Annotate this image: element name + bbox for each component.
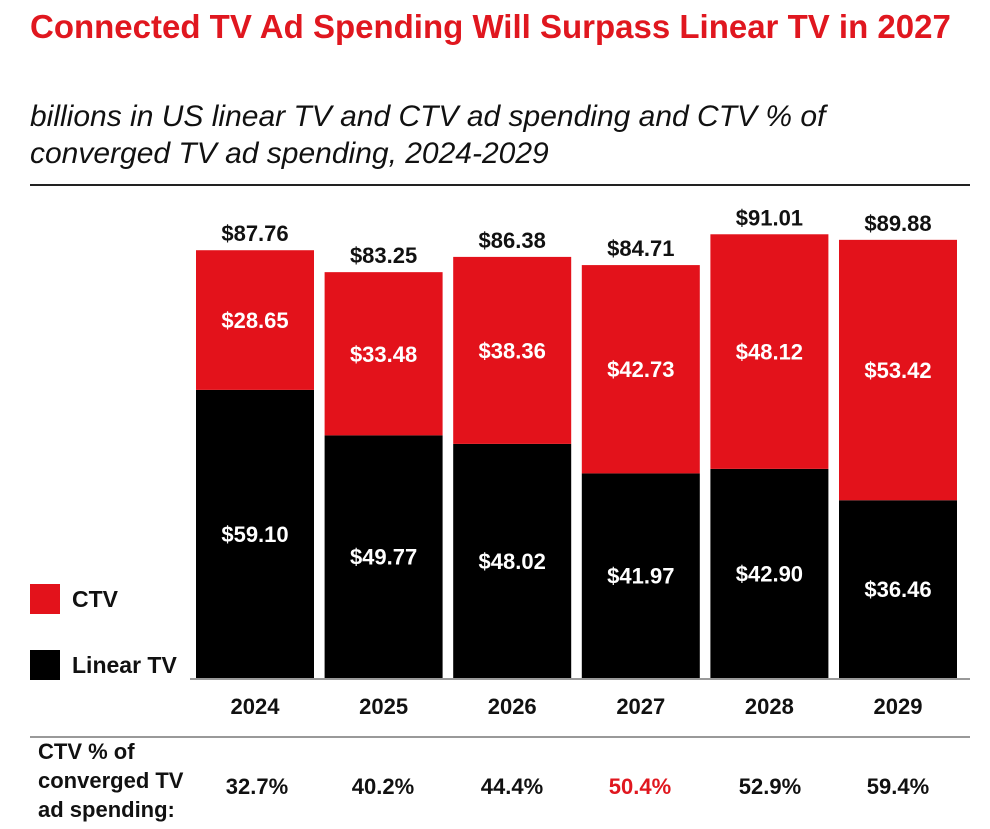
label-ctv-2029: $53.42 xyxy=(864,358,931,383)
label-ctv-2027: $42.73 xyxy=(607,357,674,382)
footer-divider xyxy=(30,736,970,738)
ctv-share-2024: 32.7% xyxy=(225,774,289,799)
bar-ctv-2028 xyxy=(710,234,829,469)
x-tick-2028: 2028 xyxy=(745,694,794,719)
footer-label: CTV % of converged TV ad spending: xyxy=(38,739,184,822)
ctv-share-2025: 40.2% xyxy=(351,774,415,799)
x-tick-2027: 2027 xyxy=(616,694,665,719)
bar-ctv-2027 xyxy=(581,265,700,474)
bar-linear-tv-2025 xyxy=(324,435,443,678)
label-ctv-2024: $28.65 xyxy=(221,308,288,333)
label-ctv-2028: $48.12 xyxy=(736,340,803,365)
label-linear-tv-2027: $41.97 xyxy=(607,564,674,589)
label-ctv-2026: $38.36 xyxy=(479,338,546,363)
legend-label-ctv: CTV xyxy=(72,585,118,612)
label-linear-tv-2024: $59.10 xyxy=(221,522,288,547)
x-tick-2025: 2025 xyxy=(359,694,408,719)
label-linear-tv-2028: $42.90 xyxy=(736,561,803,586)
bar-ctv-2024 xyxy=(196,250,314,390)
legend-item-linear-tv: Linear TV xyxy=(30,650,177,680)
x-tick-2024: 2024 xyxy=(231,694,281,719)
chart-title: Connected TV Ad Spending Will Surpass Li… xyxy=(30,8,951,45)
x-tick-2029: 2029 xyxy=(874,694,923,719)
label-total-2028: $91.01 xyxy=(736,205,803,230)
ctv-share-2028: 52.9% xyxy=(738,774,802,799)
label-total-2025: $83.25 xyxy=(350,243,417,268)
ctv-share-2029: 59.4% xyxy=(866,774,930,799)
legend-item-ctv: CTV xyxy=(30,584,118,614)
label-total-2029: $89.88 xyxy=(864,211,931,236)
bar-ctv-2029 xyxy=(839,239,957,501)
bar-linear-tv-2024 xyxy=(196,389,314,678)
legend-swatch-ctv xyxy=(30,584,60,614)
label-ctv-2025: $33.48 xyxy=(350,342,417,367)
ctv-share-2026: 44.4% xyxy=(480,774,544,799)
label-linear-tv-2029: $36.46 xyxy=(864,577,931,602)
title-divider xyxy=(30,184,970,186)
label-linear-tv-2025: $49.77 xyxy=(350,545,417,570)
label-total-2026: $86.38 xyxy=(479,228,546,253)
bar-linear-tv-2029 xyxy=(839,500,957,678)
bar-ctv-2026 xyxy=(453,256,572,444)
label-total-2024: $87.76 xyxy=(221,221,288,246)
label-total-2027: $84.71 xyxy=(607,236,674,261)
bar-ctv-2025 xyxy=(324,272,443,436)
legend-label-linear-tv: Linear TV xyxy=(72,651,177,678)
ctv-share-2027: 50.4% xyxy=(608,774,672,799)
bar-linear-tv-2026 xyxy=(453,443,572,678)
x-tick-2026: 2026 xyxy=(488,694,537,719)
bar-linear-tv-2027 xyxy=(581,473,700,678)
bar-linear-tv-2028 xyxy=(710,468,829,678)
label-linear-tv-2026: $48.02 xyxy=(479,549,546,574)
chart-subtitle: billions in US linear TV and CTV ad spen… xyxy=(30,100,826,170)
legend-swatch-linear-tv xyxy=(30,650,60,680)
